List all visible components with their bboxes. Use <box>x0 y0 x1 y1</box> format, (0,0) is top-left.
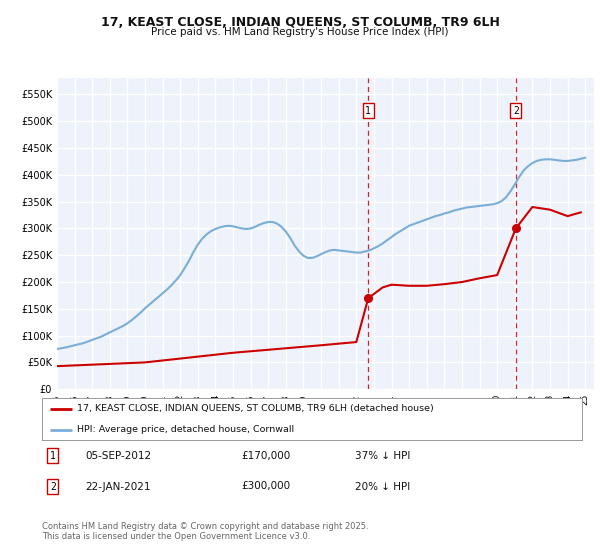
Text: Price paid vs. HM Land Registry's House Price Index (HPI): Price paid vs. HM Land Registry's House … <box>151 27 449 37</box>
Text: 2: 2 <box>50 482 56 492</box>
Text: 17, KEAST CLOSE, INDIAN QUEENS, ST COLUMB, TR9 6LH (detached house): 17, KEAST CLOSE, INDIAN QUEENS, ST COLUM… <box>77 404 434 413</box>
Text: 2: 2 <box>513 105 519 115</box>
Text: 37% ↓ HPI: 37% ↓ HPI <box>355 451 410 461</box>
Text: £300,000: £300,000 <box>242 482 291 492</box>
Text: 17, KEAST CLOSE, INDIAN QUEENS, ST COLUMB, TR9 6LH: 17, KEAST CLOSE, INDIAN QUEENS, ST COLUM… <box>101 16 499 29</box>
Text: 20% ↓ HPI: 20% ↓ HPI <box>355 482 410 492</box>
Text: Contains HM Land Registry data © Crown copyright and database right 2025.
This d: Contains HM Land Registry data © Crown c… <box>42 522 368 542</box>
Text: 22-JAN-2021: 22-JAN-2021 <box>85 482 151 492</box>
Text: 1: 1 <box>50 451 56 461</box>
Text: 1: 1 <box>365 105 371 115</box>
Text: £170,000: £170,000 <box>242 451 291 461</box>
Text: 05-SEP-2012: 05-SEP-2012 <box>85 451 151 461</box>
Text: HPI: Average price, detached house, Cornwall: HPI: Average price, detached house, Corn… <box>77 426 294 435</box>
